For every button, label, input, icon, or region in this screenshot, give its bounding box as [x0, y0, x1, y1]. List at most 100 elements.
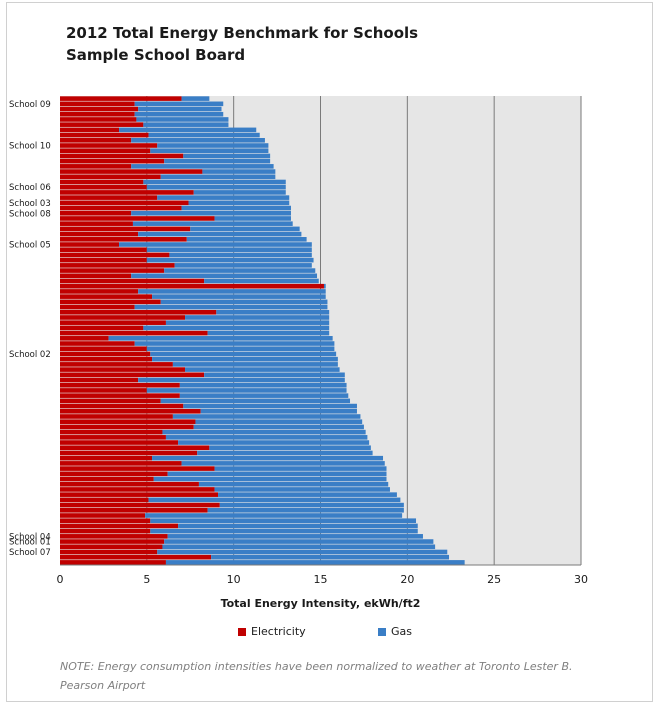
bar-electricity	[60, 554, 212, 560]
bar-gas	[165, 320, 330, 325]
bar-gas	[134, 111, 224, 117]
bar-electricity	[60, 278, 205, 284]
bar-electricity	[60, 289, 139, 294]
bar-electricity	[60, 320, 166, 325]
bar-gas	[146, 247, 312, 253]
bar-gas	[167, 534, 423, 539]
bar-gas	[172, 414, 361, 419]
school-label: School 01	[9, 538, 51, 548]
bar-gas	[207, 330, 330, 336]
school-label: School 07	[9, 548, 51, 558]
chart-frame	[6, 2, 653, 702]
bar-gas	[148, 132, 260, 138]
bar-electricity	[60, 461, 182, 466]
bar-gas	[165, 560, 465, 565]
x-tick-label: 30	[574, 573, 588, 586]
bar-gas	[193, 190, 286, 195]
bar-gas	[143, 325, 330, 331]
bar-electricity	[60, 257, 147, 263]
bar-electricity	[60, 445, 210, 451]
bar-electricity	[60, 367, 186, 372]
bar-gas	[153, 476, 387, 482]
bar-electricity	[60, 117, 137, 122]
bar-electricity	[60, 403, 184, 409]
bar-gas	[183, 153, 271, 159]
bar-electricity	[60, 450, 198, 456]
bar-gas	[219, 502, 404, 508]
bar-electricity	[60, 252, 170, 258]
bar-gas	[160, 398, 351, 404]
bar-electricity	[60, 164, 132, 169]
bar-electricity	[60, 393, 180, 398]
bar-electricity	[60, 330, 208, 336]
bar-electricity	[60, 111, 135, 117]
bar-electricity	[60, 507, 208, 513]
bar-gas	[216, 309, 330, 315]
bar-electricity	[60, 169, 203, 174]
bar-electricity	[60, 205, 182, 211]
chart-subtitle: Sample School Board	[66, 46, 246, 64]
bar-electricity	[60, 549, 158, 555]
school-label: School 05	[9, 241, 51, 251]
bar-electricity	[60, 148, 151, 154]
bar-gas	[162, 544, 436, 550]
x-axis-label: Total Energy Intensity, ekWh/ft2	[221, 597, 421, 610]
bar-gas	[165, 435, 368, 440]
bar-gas	[138, 377, 345, 383]
bar-gas	[108, 336, 333, 341]
bar-gas	[195, 419, 363, 424]
bar-electricity	[60, 216, 215, 221]
bar-electricity	[60, 226, 191, 232]
bar-gas	[119, 127, 257, 133]
bar-gas	[164, 268, 316, 273]
school-label: School 06	[9, 183, 51, 193]
bar-gas	[138, 289, 326, 294]
bar-gas	[181, 96, 210, 101]
bar-gas	[150, 528, 418, 534]
x-tick-labels: 0 5 10 15 20 25 30	[57, 573, 589, 586]
bar-electricity	[60, 231, 139, 237]
bar-electricity	[60, 398, 161, 404]
bar-electricity	[60, 325, 144, 331]
bars	[60, 96, 465, 565]
bar-electricity	[60, 101, 135, 107]
bar-electricity	[60, 179, 144, 185]
bar-electricity	[60, 237, 187, 242]
x-tick-label: 0	[57, 573, 64, 586]
bar-electricity	[60, 263, 175, 268]
bar-electricity	[60, 440, 179, 445]
bar-gas	[214, 216, 291, 221]
bar-gas	[179, 382, 347, 388]
bar-gas	[190, 226, 300, 232]
bar-electricity	[60, 242, 120, 247]
school-label: School 02	[9, 350, 51, 360]
bar-gas	[178, 440, 370, 445]
bar-gas	[183, 403, 357, 409]
bar-gas	[157, 549, 448, 555]
bar-electricity	[60, 476, 154, 482]
bar-electricity	[60, 273, 132, 279]
footnote: NOTE: Energy consumption intensities hav…	[60, 660, 573, 692]
bar-electricity	[60, 174, 161, 180]
bar-electricity	[60, 138, 132, 143]
bar-gas	[178, 523, 418, 529]
bar-gas	[148, 497, 401, 503]
bar-gas	[200, 408, 357, 414]
bar-gas	[181, 205, 291, 211]
bar-electricity	[60, 210, 132, 216]
bar-gas	[209, 445, 371, 451]
bar-electricity	[60, 221, 133, 226]
school-label: School 10	[9, 142, 51, 152]
bar-gas	[204, 372, 345, 378]
bar-electricity	[60, 414, 173, 419]
bar-electricity	[60, 362, 173, 367]
bar-electricity	[60, 132, 149, 138]
bar-electricity	[60, 513, 146, 518]
bar-electricity	[60, 356, 153, 362]
bar-electricity	[60, 466, 215, 471]
bar-gas	[204, 278, 319, 284]
bar-gas	[143, 179, 286, 185]
bar-gas	[145, 513, 403, 518]
